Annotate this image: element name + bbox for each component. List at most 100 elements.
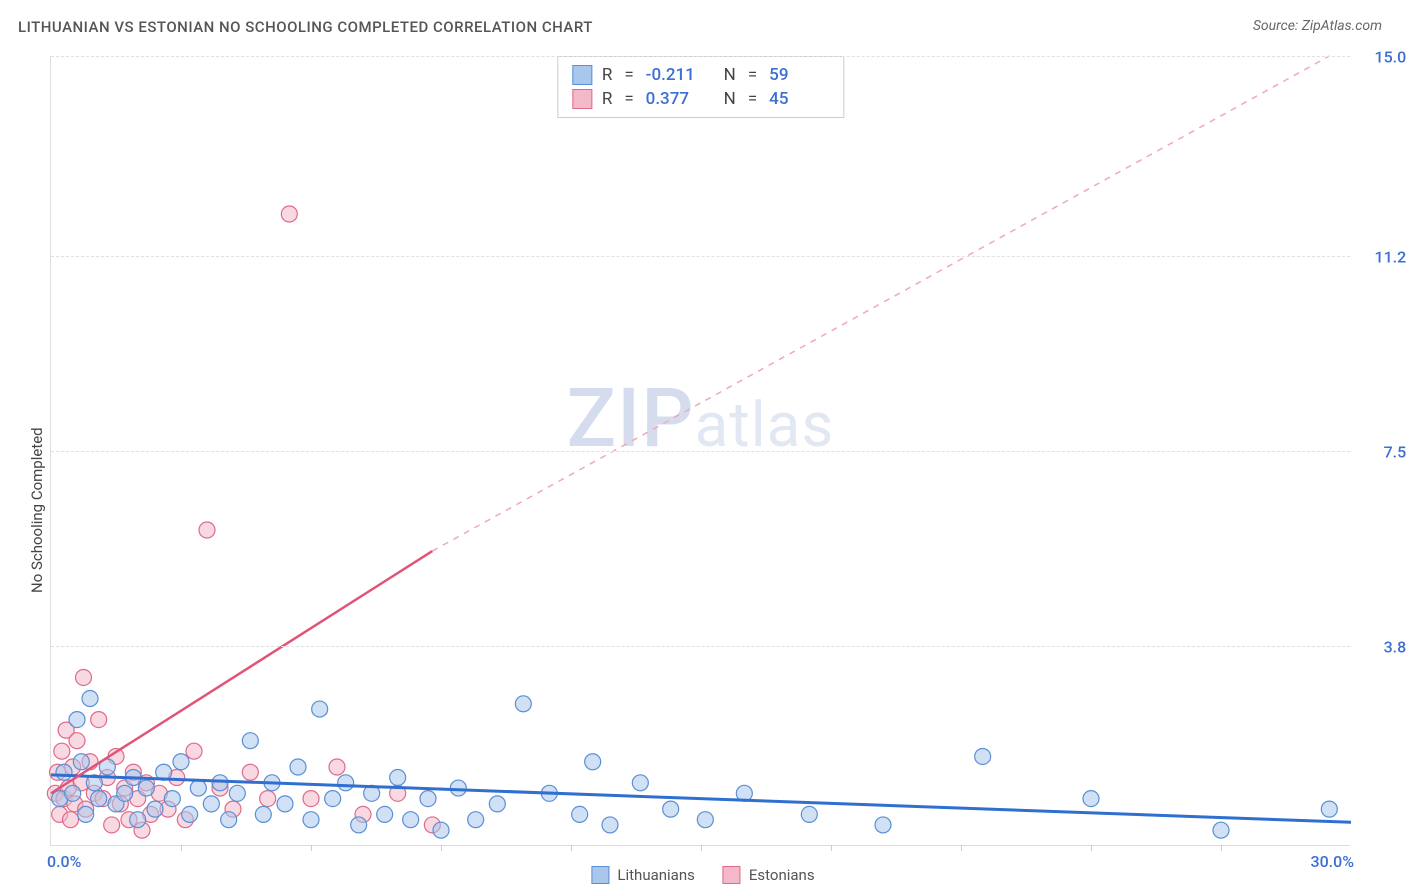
chart-title: LITHUANIAN VS ESTONIAN NO SCHOOLING COMP… — [18, 18, 593, 36]
data-point — [801, 806, 817, 822]
source-prefix: Source: — [1253, 18, 1302, 34]
data-point — [173, 754, 189, 770]
legend-item-estonians: Estonians — [723, 866, 815, 884]
x-tick — [311, 845, 312, 851]
data-point — [290, 759, 306, 775]
data-point — [138, 780, 154, 796]
legend-item-lithuanians: Lithuanians — [591, 866, 694, 884]
data-point — [221, 812, 237, 828]
gridline: 11.2% — [51, 256, 1350, 257]
data-point — [91, 712, 107, 728]
y-tick-label: 15.0% — [1374, 48, 1406, 67]
data-point — [117, 785, 133, 801]
x-tick — [1221, 845, 1222, 851]
data-point — [1083, 791, 1099, 807]
data-point — [281, 206, 297, 222]
y-axis-label: No Schooling Completed — [28, 428, 46, 594]
data-point — [69, 712, 85, 728]
stats-box: R= -0.211 N= 59 R= 0.377 N= 45 — [557, 56, 844, 118]
equals-icon: = — [624, 65, 633, 85]
data-point — [212, 775, 228, 791]
data-point — [147, 801, 163, 817]
data-point — [76, 669, 92, 685]
data-point — [632, 775, 648, 791]
equals-icon: = — [748, 65, 757, 85]
data-point — [515, 696, 531, 712]
data-point — [73, 754, 89, 770]
data-point — [403, 812, 419, 828]
x-tick — [1091, 845, 1092, 851]
data-point — [572, 806, 588, 822]
stats-n-label: N — [724, 65, 736, 85]
plot-area: ZIPatlas R= -0.211 N= 59 R= 0.377 N= 45 … — [50, 56, 1350, 846]
data-point — [489, 796, 505, 812]
x-tick — [181, 845, 182, 851]
data-point — [975, 748, 991, 764]
equals-icon: = — [748, 89, 757, 109]
stats-row-lithuanians: R = -0.211 N = 59 — [572, 63, 829, 87]
data-point — [199, 522, 215, 538]
data-point — [242, 733, 258, 749]
data-point — [91, 791, 107, 807]
data-point — [875, 817, 891, 833]
data-point — [1213, 822, 1229, 838]
data-point — [182, 806, 198, 822]
gridline: 15.0% — [51, 56, 1350, 57]
stats-r-label: R — [602, 65, 612, 85]
gridline: 3.8% — [51, 646, 1350, 647]
data-point — [420, 791, 436, 807]
x-tick — [701, 845, 702, 851]
stats-r-value-lt: -0.211 — [646, 65, 706, 85]
data-point — [104, 817, 120, 833]
trend-line-estonians-projection — [432, 56, 1329, 551]
data-point — [65, 785, 81, 801]
data-point — [190, 780, 206, 796]
source-name: ZipAtlas.com — [1302, 18, 1382, 34]
legend-bottom: Lithuanians Estonians — [591, 866, 814, 884]
source-credit: Source: ZipAtlas.com — [1253, 18, 1382, 34]
x-axis-min-label: 0.0% — [47, 852, 81, 871]
swatch-estonians-icon — [723, 866, 741, 884]
data-point — [229, 785, 245, 801]
data-point — [63, 812, 79, 828]
data-point — [303, 812, 319, 828]
stats-n-label: N — [724, 89, 736, 109]
stats-r-label: R — [602, 89, 612, 109]
data-point — [390, 770, 406, 786]
data-point — [312, 701, 328, 717]
data-point — [468, 812, 484, 828]
stats-r-value-ee: 0.377 — [646, 89, 706, 109]
data-point — [338, 775, 354, 791]
legend-label-lt: Lithuanians — [617, 866, 694, 884]
data-point — [697, 812, 713, 828]
data-point — [56, 764, 72, 780]
y-tick-label: 11.2% — [1374, 248, 1406, 267]
data-point — [277, 796, 293, 812]
data-point — [203, 796, 219, 812]
data-point — [255, 806, 271, 822]
data-point — [54, 743, 70, 759]
stats-row-estonians: R= 0.377 N= 45 — [572, 87, 829, 111]
legend-label-ee: Estonians — [749, 866, 815, 884]
x-tick — [961, 845, 962, 851]
data-point — [164, 791, 180, 807]
swatch-lithuanians-icon — [591, 866, 609, 884]
x-tick — [831, 845, 832, 851]
x-axis-max-label: 30.0% — [1310, 852, 1354, 871]
x-tick — [571, 845, 572, 851]
swatch-estonians-icon — [572, 89, 592, 109]
data-point — [82, 691, 98, 707]
data-point — [663, 801, 679, 817]
data-point — [130, 812, 146, 828]
data-point — [433, 822, 449, 838]
gridline: 7.5% — [51, 451, 1350, 452]
data-point — [329, 759, 345, 775]
data-point — [602, 817, 618, 833]
data-point — [1321, 801, 1337, 817]
data-point — [585, 754, 601, 770]
data-point — [78, 806, 94, 822]
data-point — [325, 791, 341, 807]
data-point — [351, 817, 367, 833]
stats-n-value-lt: 59 — [769, 65, 829, 85]
data-point — [242, 764, 258, 780]
